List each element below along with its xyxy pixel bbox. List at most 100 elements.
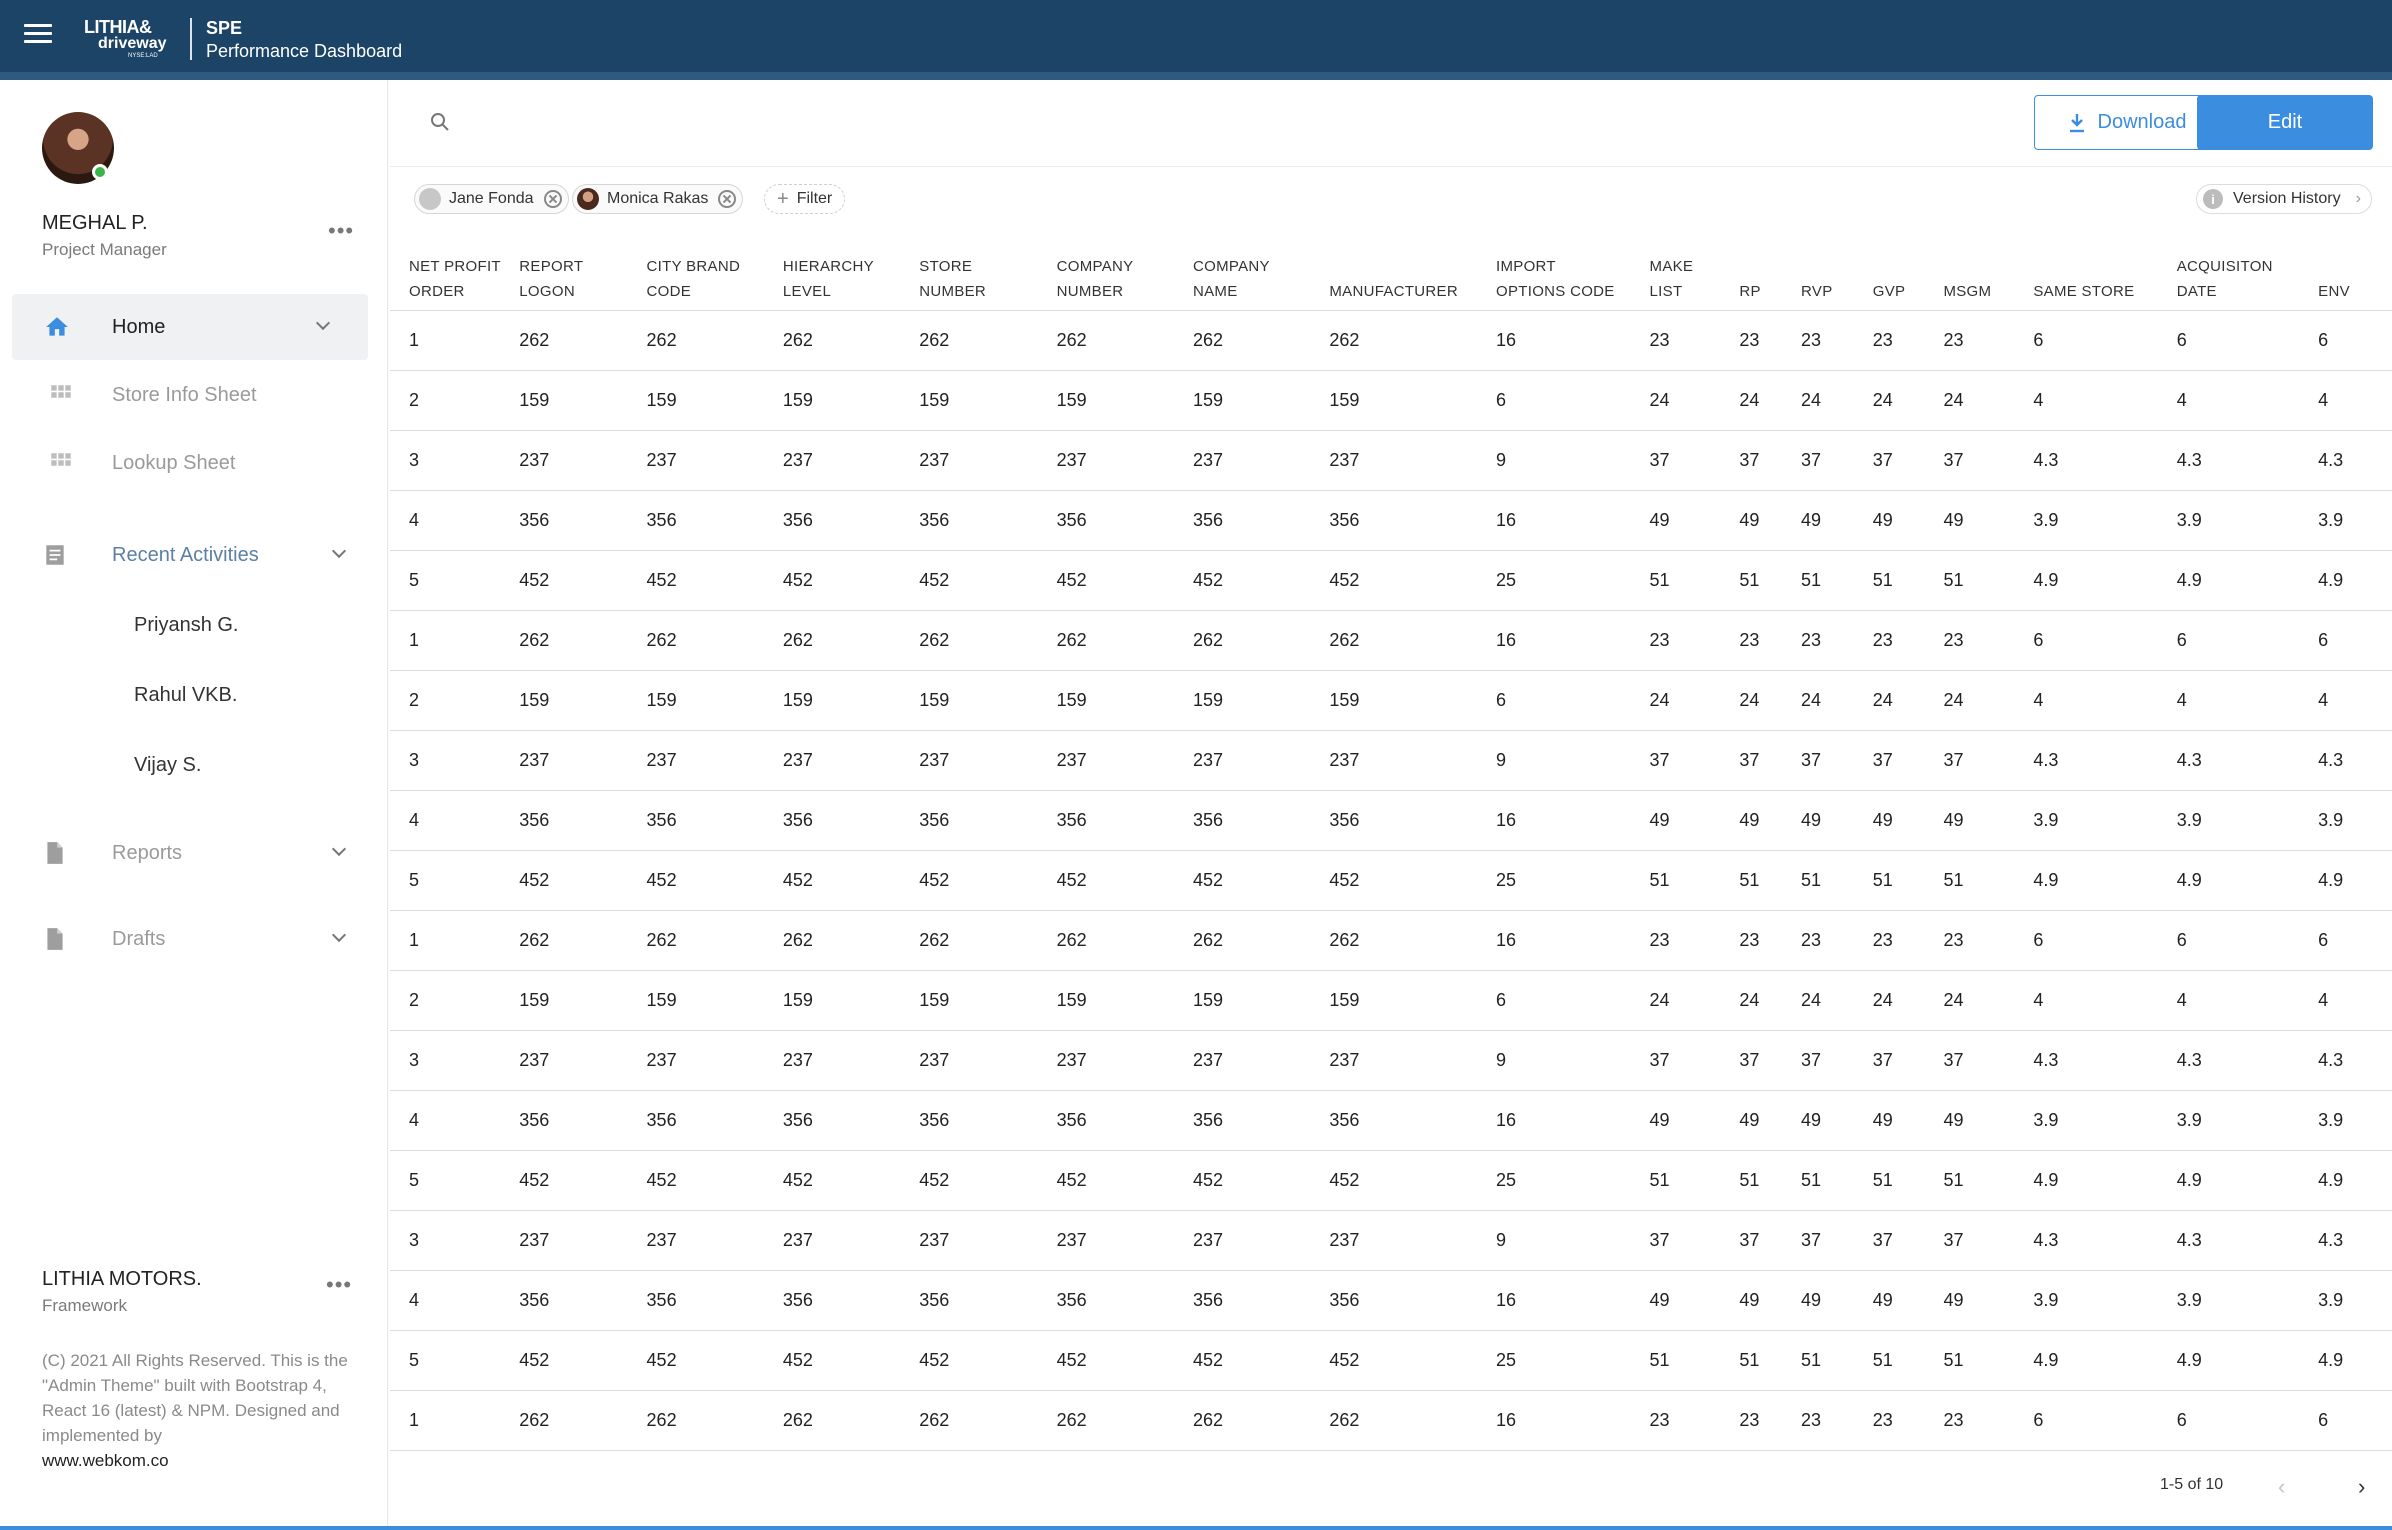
table-cell: 4 xyxy=(2318,970,2392,1031)
filter-chip-jane-fonda[interactable]: Jane Fonda xyxy=(414,184,569,214)
table-cell: 23 xyxy=(1872,310,1944,371)
table-row[interactable]: 3 237 237 237 237 237 237 237 9 37 37 37 37 37 4.3 4.3 4… xyxy=(390,1030,2392,1091)
sidebar-item-label: Home xyxy=(112,315,166,338)
table-cell: 16 xyxy=(1496,790,1650,851)
remove-chip-icon[interactable] xyxy=(543,190,562,208)
column-header[interactable]: STORE NUMBER xyxy=(919,248,1057,311)
table-cell: 237 xyxy=(646,1030,783,1091)
table-cell: 49 xyxy=(1872,790,1944,851)
table-row[interactable]: 4 356 356 356 356 356 356 356 16 49 49 49 49 49 3.9 3.9… xyxy=(390,1090,2392,1151)
sidebar-item-home[interactable]: Home xyxy=(12,294,368,360)
version-history-button[interactable]: i Version History › xyxy=(2196,184,2372,214)
column-header[interactable]: MSGM xyxy=(1943,248,2034,311)
table-cell: 262 xyxy=(519,1390,647,1451)
table-cell: 6 xyxy=(2033,610,2177,671)
table-cell: 24 xyxy=(1801,370,1873,431)
search-icon[interactable] xyxy=(428,110,452,134)
table-cell: 262 xyxy=(646,310,783,371)
table-row[interactable]: 3 237 237 237 237 237 237 237 9 37 37 37 37 37 4.3 4.3 4… xyxy=(390,430,2392,491)
hamburger-icon[interactable] xyxy=(24,24,52,48)
table-row[interactable]: 5 452 452 452 452 452 452 452 25 51 51 51 51 51 4.9 4.9… xyxy=(390,1150,2392,1211)
column-header[interactable]: CITY BRAND CODE xyxy=(646,248,783,311)
sidebar-item-lookup[interactable]: Lookup Sheet xyxy=(12,430,368,496)
table-cell: 4.3 xyxy=(2176,1210,2319,1271)
user-more-icon[interactable]: ••• xyxy=(328,218,355,243)
table-row[interactable]: 4 356 356 356 356 356 356 356 16 49 49 49 49 49 3.9 3.9… xyxy=(390,490,2392,551)
column-header[interactable]: MANUFACTURER xyxy=(1329,248,1496,311)
table-row[interactable]: 1 262 262 262 262 262 262 262 16 23 23 23 23 23 6 6 6 xyxy=(390,1390,2392,1451)
table-row[interactable]: 5 452 452 452 452 452 452 452 25 51 51 51 51 51 4.9 4.9… xyxy=(390,1330,2392,1391)
table-row[interactable]: 2 159 159 159 159 159 159 159 6 24 24 24 24 24 4 4 4 xyxy=(390,370,2392,431)
sidebar-item-store-info[interactable]: Store Info Sheet xyxy=(12,362,368,428)
table-cell: 452 xyxy=(782,1330,920,1391)
table-cell: 452 xyxy=(1192,550,1330,611)
sidebar: MEGHAL P. Project Manager ••• Home Store… xyxy=(0,80,388,1526)
table-row[interactable]: 1 262 262 262 262 262 262 262 16 23 23 23 23 23 6 6 6 xyxy=(390,610,2392,671)
table-cell: 4.3 xyxy=(2318,730,2392,791)
sidebar-item-label: Store Info Sheet xyxy=(112,383,257,406)
list-icon xyxy=(46,545,64,565)
company-more-icon[interactable]: ••• xyxy=(326,1272,353,1297)
chevron-down-icon[interactable] xyxy=(331,927,347,943)
table-cell: 452 xyxy=(519,850,647,911)
top-bar-strip xyxy=(0,72,2392,80)
chevron-down-icon[interactable] xyxy=(331,543,347,559)
recent-activity-item[interactable]: Priyansh G. xyxy=(134,614,239,636)
company-logo[interactable]: LITHIA& driveway NYSE:LAD xyxy=(84,17,167,59)
chevron-right-icon[interactable]: › xyxy=(2358,1474,2366,1499)
column-header[interactable]: COMPANY NUMBER xyxy=(1056,248,1193,311)
sidebar-item-drafts[interactable]: Drafts xyxy=(12,906,368,972)
chevron-down-icon[interactable] xyxy=(315,315,331,331)
column-header[interactable]: IMPORT OPTIONS CODE xyxy=(1496,248,1650,311)
column-header[interactable]: REPORT LOGON xyxy=(519,248,647,311)
table-cell: 452 xyxy=(1192,1330,1330,1391)
sidebar-item-recent-activities[interactable]: Recent Activities xyxy=(12,522,368,588)
table-row[interactable]: 4 356 356 356 356 356 356 356 16 49 49 49 49 49 3.9 3.9… xyxy=(390,790,2392,851)
column-header[interactable]: HIERARCHY LEVEL xyxy=(782,248,920,311)
table-cell: 262 xyxy=(782,310,920,371)
download-button[interactable]: Download xyxy=(2034,95,2220,150)
table-row[interactable]: 1 262 262 262 262 262 262 262 16 23 23 23 23 23 6 6 6 xyxy=(390,310,2392,371)
column-header[interactable]: ENV xyxy=(2318,248,2392,311)
table-cell: 23 xyxy=(1649,310,1740,371)
table-cell: 237 xyxy=(1192,430,1330,491)
table-cell: 49 xyxy=(1872,1090,1944,1151)
column-header[interactable]: SAME STORE xyxy=(2033,248,2177,311)
table-cell: 262 xyxy=(782,910,920,971)
table-cell: 262 xyxy=(1329,610,1496,671)
table-cell: 452 xyxy=(1329,850,1496,911)
online-status-dot xyxy=(92,164,108,180)
chevron-left-icon[interactable]: ‹ xyxy=(2278,1474,2286,1499)
column-header[interactable]: RVP xyxy=(1801,248,1873,311)
table-body: 1 262 262 262 262 262 262 262 16 23 23 23 23 23 6 6 6 2 15… xyxy=(390,310,2392,1451)
table-cell: 356 xyxy=(1329,1090,1496,1151)
chevron-down-icon[interactable] xyxy=(331,841,347,857)
edit-button[interactable]: Edit xyxy=(2197,95,2373,150)
column-header[interactable]: MAKE LIST xyxy=(1649,248,1740,311)
column-header[interactable]: COMPANY NAME xyxy=(1192,248,1330,311)
add-filter-button[interactable]: + Filter xyxy=(764,184,846,214)
table-row[interactable]: 3 237 237 237 237 237 237 237 9 37 37 37 37 37 4.3 4.3 4… xyxy=(390,730,2392,791)
table-row[interactable]: 4 356 356 356 356 356 356 356 16 49 49 49 49 49 3.9 3.9… xyxy=(390,1270,2392,1331)
table-row[interactable]: 5 452 452 452 452 452 452 452 25 51 51 51 51 51 4.9 4.9… xyxy=(390,550,2392,611)
column-header[interactable]: NET PROFIT ORDER xyxy=(390,248,520,311)
column-header[interactable]: RP xyxy=(1739,248,1802,311)
column-header-line: LOGON xyxy=(519,282,575,300)
table-cell: 3 xyxy=(390,430,520,491)
webkom-link[interactable]: www.webkom.co xyxy=(42,1451,169,1470)
table-cell: 356 xyxy=(519,1270,647,1331)
table-cell: 37 xyxy=(1872,730,1944,791)
remove-chip-icon[interactable] xyxy=(718,190,737,208)
column-header[interactable]: ACQUISITON DATE xyxy=(2176,248,2319,311)
recent-activity-item[interactable]: Rahul VKB. xyxy=(134,684,238,706)
recent-activity-item[interactable]: Vijay S. xyxy=(134,754,202,776)
table-row[interactable]: 3 237 237 237 237 237 237 237 9 37 37 37 37 37 4.3 4.3 4… xyxy=(390,1210,2392,1271)
sidebar-item-reports[interactable]: Reports xyxy=(12,820,368,886)
filter-chip-monica-rakas[interactable]: Monica Rakas xyxy=(572,184,744,214)
table-row[interactable]: 5 452 452 452 452 452 452 452 25 51 51 51 51 51 4.9 4.9… xyxy=(390,850,2392,911)
table-row[interactable]: 2 159 159 159 159 159 159 159 6 24 24 24 24 24 4 4 4 xyxy=(390,670,2392,731)
table-row[interactable]: 2 159 159 159 159 159 159 159 6 24 24 24 24 24 4 4 4 xyxy=(390,970,2392,1031)
performance-table: NET PROFIT ORDER REPORT LOGON CITY BRAND CODE… xyxy=(390,248,2392,1451)
column-header[interactable]: GVP xyxy=(1872,248,1944,311)
table-row[interactable]: 1 262 262 262 262 262 262 262 16 23 23 23 23 23 6 6 6 xyxy=(390,910,2392,971)
